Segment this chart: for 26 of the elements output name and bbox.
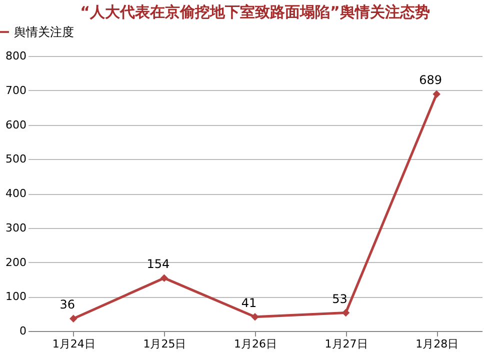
- y-tick-label: 100: [6, 290, 26, 304]
- data-label: 41: [241, 296, 257, 310]
- x-tick-label: 1月27日: [324, 338, 368, 350]
- x-tick-label: 1月26日: [234, 338, 277, 350]
- point: [342, 308, 350, 317]
- data-label: 53: [332, 292, 348, 306]
- y-tick-label: 700: [6, 84, 26, 97]
- point: [432, 90, 440, 98]
- y-tick-label: 600: [6, 118, 26, 132]
- y-tick-label: 200: [6, 256, 26, 269]
- x-tick-label: 1月28日: [416, 338, 459, 350]
- y-tick-label: 0: [20, 324, 26, 338]
- x-tick-label: 1月24日: [52, 338, 96, 350]
- point: [160, 274, 168, 282]
- y-tick-label: 400: [6, 187, 26, 200]
- chart-title: “人大代表在京偷挖地下室致路面塌陷”舆情关注态势: [80, 3, 430, 21]
- x-tick-label: 1月25日: [143, 338, 186, 350]
- data-label: 36: [60, 298, 76, 312]
- point: [70, 314, 78, 322]
- data-label: 689: [419, 73, 442, 88]
- point: [251, 313, 259, 321]
- y-tick-label: 300: [6, 221, 26, 234]
- legend-label: 舆情关注度: [14, 25, 74, 39]
- data-label: 154: [146, 257, 170, 272]
- y-tick-label: 800: [6, 50, 26, 62]
- y-tick-label: 500: [6, 152, 26, 166]
